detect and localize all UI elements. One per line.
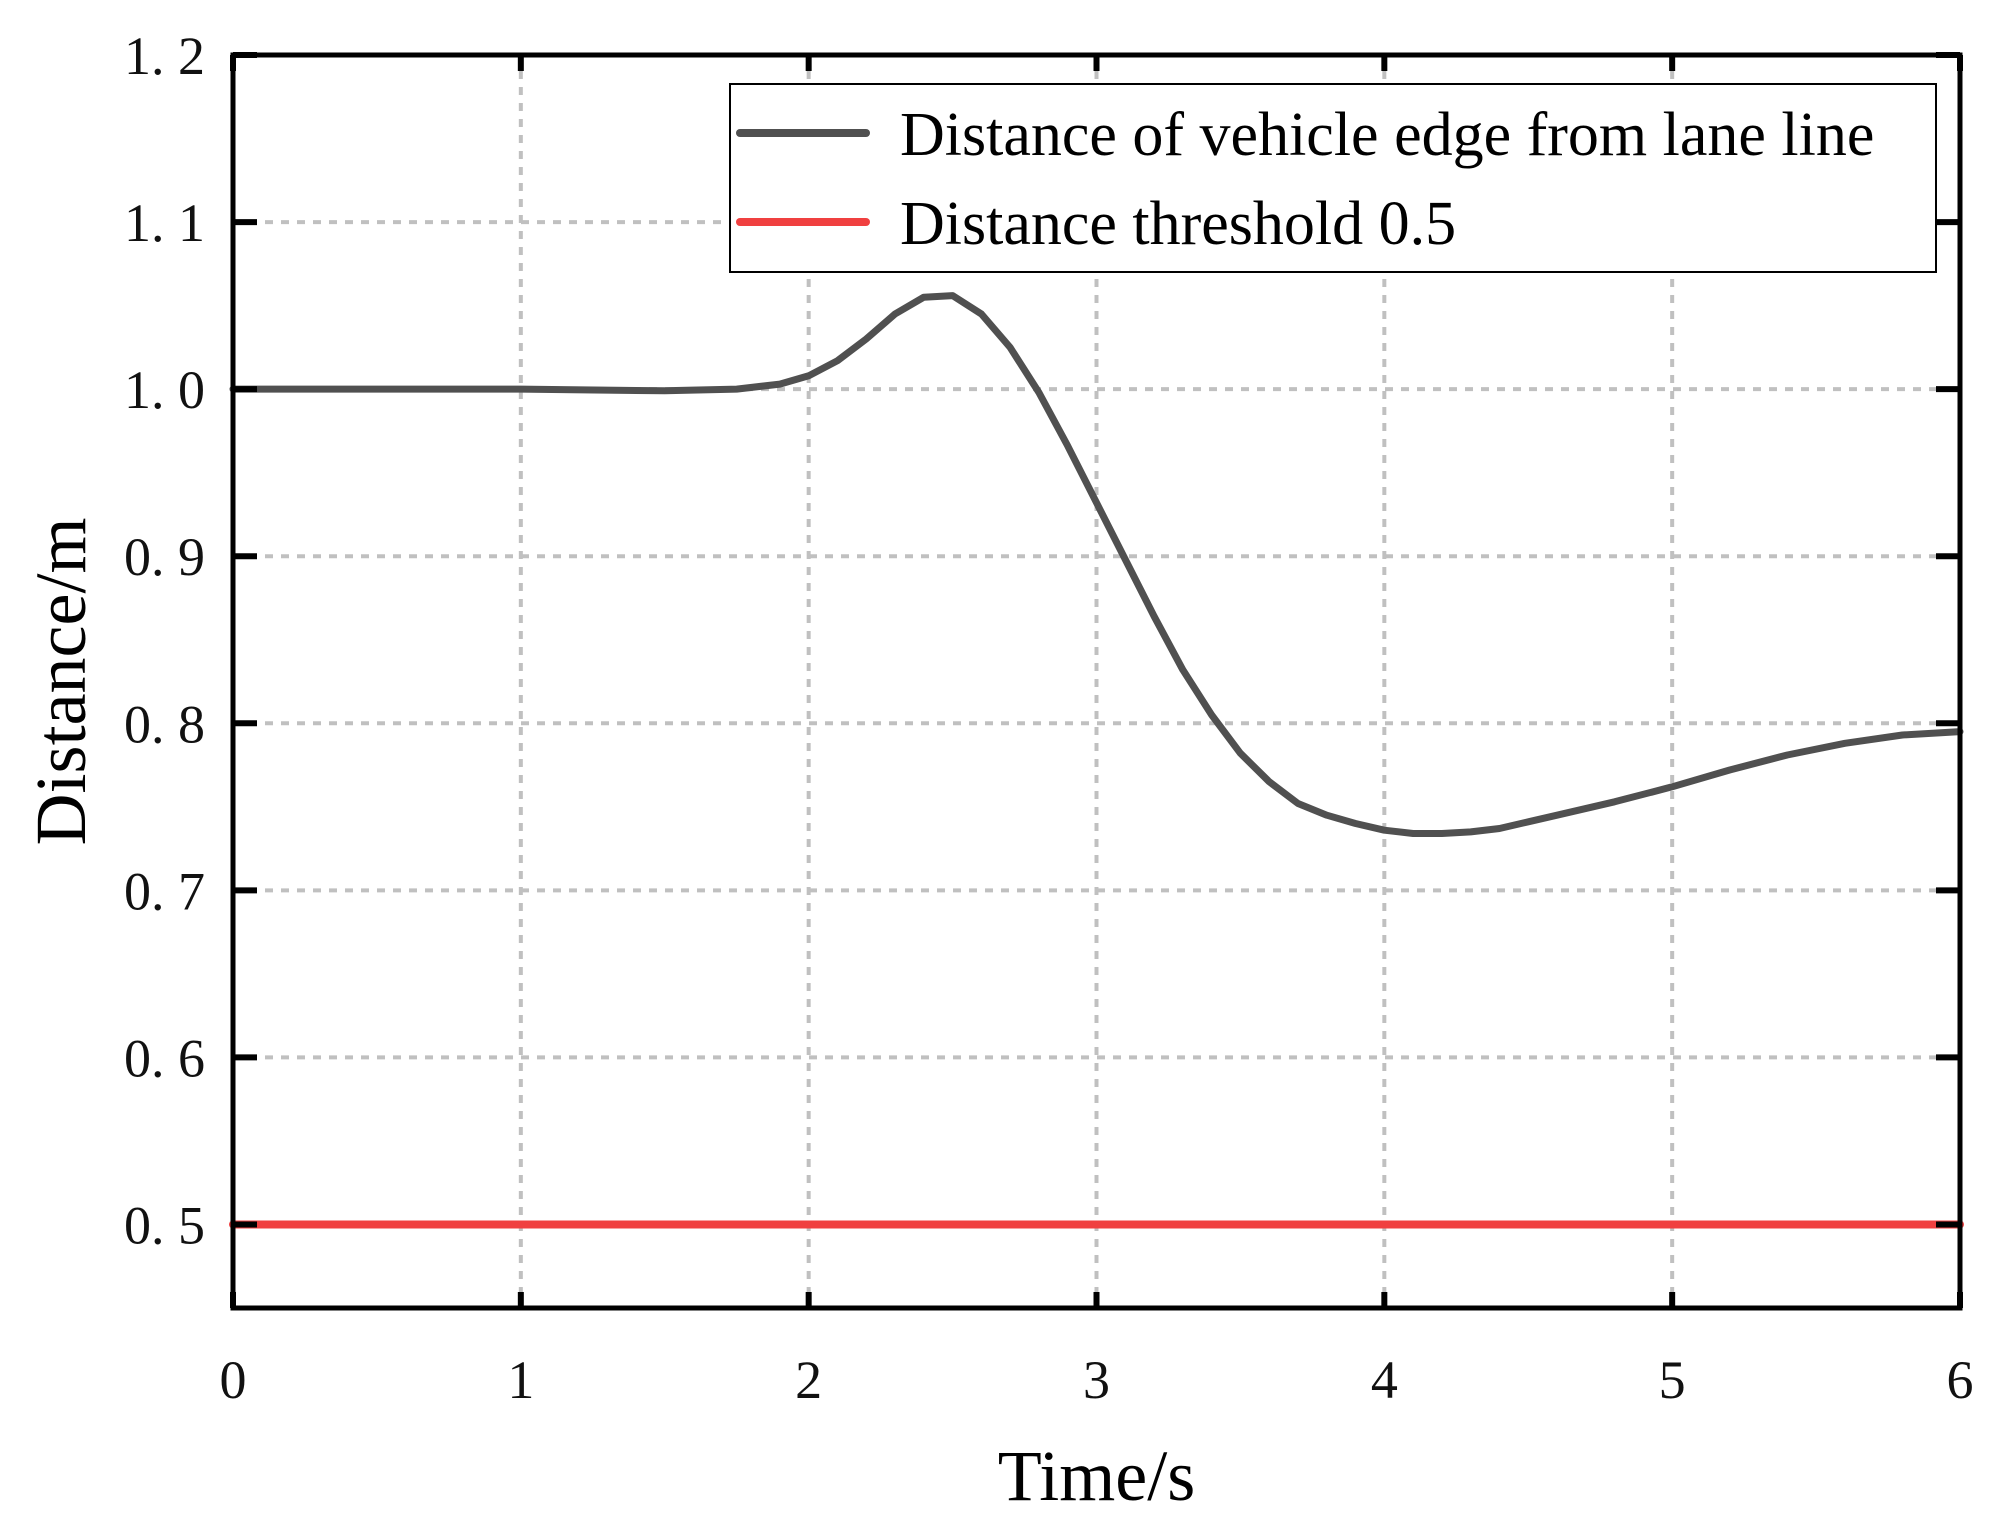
plot-frame	[230, 52, 1963, 1311]
y-axis-title: Distance/m	[21, 518, 101, 846]
y-tick-label-3: 0. 8	[124, 694, 205, 754]
legend-label-threshold: Distance threshold 0.5	[900, 190, 1456, 258]
y-tick-label-1: 0. 6	[124, 1028, 205, 1088]
y-tick-label-2: 0. 7	[124, 861, 205, 921]
x-tick-label-6: 6	[1947, 1350, 1974, 1410]
y-tick-label-0: 0. 5	[124, 1195, 205, 1255]
series-layer	[229, 292, 1964, 1229]
y-tick-label-4: 0. 9	[124, 527, 205, 587]
x-tick-label-0: 0	[220, 1350, 247, 1410]
y-tick-label-5: 1. 0	[124, 360, 205, 420]
legend-label-distance: Distance of vehicle edge from lane line	[900, 101, 1874, 169]
x-tick-label-4: 4	[1371, 1350, 1398, 1410]
y-tick-label-7: 1. 2	[124, 26, 205, 86]
series-line-distance	[229, 292, 1964, 837]
y-tick-label-6: 1. 1	[124, 193, 205, 253]
x-axis-title: Time/s	[998, 1436, 1195, 1516]
x-tick-label-1: 1	[507, 1350, 534, 1410]
x-tick-label-2: 2	[795, 1350, 822, 1410]
legend: Distance of vehicle edge from lane line …	[729, 83, 1937, 273]
tick-layer: 0 1 2 3 4 5 6 0. 5 0. 6 0. 7 0. 8 0. 9 1. 0 1. 1 1. 2	[124, 26, 1974, 1410]
legend-box	[729, 83, 1937, 273]
x-tick-label-5: 5	[1659, 1350, 1686, 1410]
x-tick-label-3: 3	[1083, 1350, 1110, 1410]
